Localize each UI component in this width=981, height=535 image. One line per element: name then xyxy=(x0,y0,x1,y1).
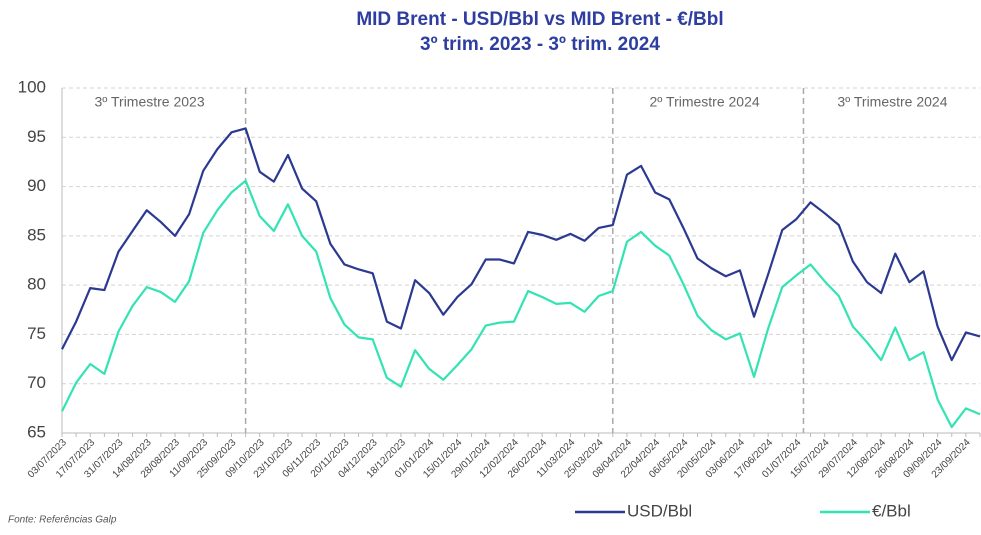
legend-label: USD/Bbl xyxy=(627,501,692,520)
y-tick-label: 80 xyxy=(27,275,46,294)
quarter-label: 3º Trimestre 2023 xyxy=(94,94,204,110)
quarter-label: 2º Trimestre 2024 xyxy=(650,94,760,110)
series-line xyxy=(61,127,981,362)
chart-title: MID Brent - USD/Bbl vs MID Brent - €/Bbl xyxy=(356,9,723,30)
y-tick-label: 70 xyxy=(27,373,46,392)
legend-label: €/Bbl xyxy=(872,501,911,520)
y-tick-label: 95 xyxy=(27,127,46,146)
series-line xyxy=(61,179,981,429)
y-tick-label: 75 xyxy=(27,324,46,343)
chart-subtitle: 3º trim. 2023 - 3º trim. 2024 xyxy=(420,34,660,55)
y-tick-label: 90 xyxy=(27,176,46,195)
y-tick-label: 100 xyxy=(18,77,46,96)
source-note: Fonte: Referências Galp xyxy=(8,515,117,526)
quarter-label: 3º Trimestre 2024 xyxy=(837,94,947,110)
y-tick-label: 65 xyxy=(27,422,46,441)
y-tick-label: 85 xyxy=(27,225,46,244)
